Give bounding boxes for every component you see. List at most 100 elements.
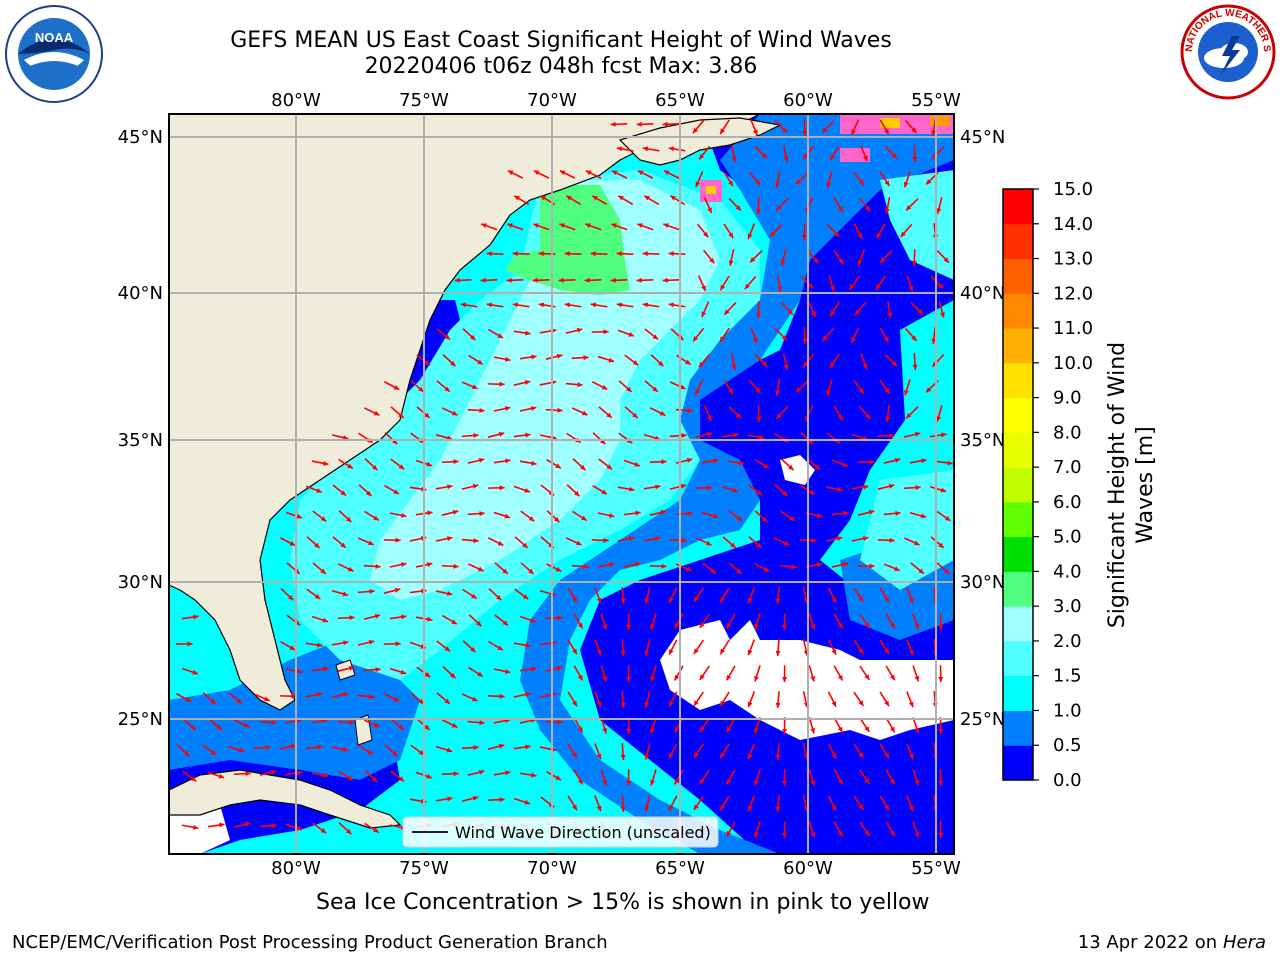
colorbar-swatch	[1003, 362, 1033, 399]
colorbar-swatch	[1003, 189, 1033, 225]
sea-ice-area	[700, 114, 954, 202]
wave-arrowhead	[810, 675, 816, 682]
lon-ticks-top: 80°W 75°W 70°W 65°W 60°W 55°W	[271, 90, 961, 111]
wave-arrowhead	[606, 464, 613, 470]
wave-arrowhead	[658, 360, 664, 367]
wave-arrowhead	[837, 414, 843, 421]
wave-arrowhead	[616, 146, 623, 152]
wave-arrowhead	[908, 649, 914, 656]
lon-tick-label: 65°W	[655, 90, 705, 111]
wave-arrowhead	[891, 153, 898, 159]
wave-arrowhead	[577, 674, 583, 681]
wave-region-05-10	[169, 640, 420, 780]
wave-arrowhead	[731, 156, 737, 162]
wave-arrowhead	[802, 130, 808, 136]
wave-arrowhead	[289, 541, 296, 546]
wave-arrowhead	[936, 208, 942, 214]
wave-arrowhead	[271, 719, 277, 725]
wave-arrowhead	[596, 597, 602, 604]
wave-arrowhead	[314, 594, 321, 599]
wave-arrowhead	[944, 568, 950, 575]
wave-arrowhead	[608, 513, 615, 518]
wave-arrowhead	[618, 195, 624, 201]
colorbar-tick-label: 11.0	[1053, 318, 1093, 339]
wave-arrowhead	[813, 257, 819, 264]
wave-arrowhead	[699, 726, 705, 732]
land-cuba	[169, 769, 402, 829]
wave-arrowhead	[626, 728, 632, 734]
wave-arrowhead	[424, 360, 431, 366]
wave-arrowhead	[692, 127, 699, 134]
wave-arrowhead	[530, 406, 537, 411]
wave-arrowhead	[317, 642, 323, 648]
wave-arrowhead	[398, 464, 405, 470]
wave-arrowhead	[755, 387, 761, 394]
wave-arrowhead	[531, 772, 537, 778]
wave-arrowhead	[644, 598, 650, 604]
wave-arrowhead	[920, 513, 927, 519]
wave-arrowhead	[754, 623, 759, 630]
wave-arrowhead	[531, 460, 537, 466]
wave-arrowhead	[830, 286, 835, 292]
colorbar-tick-label: 8.0	[1053, 422, 1082, 443]
wave-arrowhead	[747, 701, 753, 708]
wave-arrowhead	[908, 597, 914, 604]
wave-arrowhead	[480, 277, 486, 283]
wave-arrowhead	[524, 488, 530, 493]
wave-arrowhead	[842, 561, 849, 567]
wave-arrowhead	[393, 489, 400, 494]
wave-arrowhead	[728, 260, 734, 266]
lon-tick-label: 60°W	[783, 858, 833, 879]
wave-arrowhead	[375, 667, 381, 673]
wave-arrowhead	[662, 121, 668, 127]
wave-arrowhead	[763, 463, 769, 469]
wave-arrowhead	[736, 516, 743, 522]
wave-arrowhead	[346, 828, 352, 835]
wave-arrowhead	[770, 231, 776, 237]
wave-arrowhead	[644, 195, 650, 201]
wave-arrowhead	[906, 413, 912, 419]
wave-arrowhead	[452, 509, 459, 515]
wave-arrowhead	[554, 516, 560, 523]
wave-arrowhead	[911, 260, 917, 266]
wave-arrowhead	[533, 223, 539, 229]
wave-arrowhead	[937, 283, 944, 289]
wave-arrowhead	[602, 779, 608, 786]
wave-arrowhead	[626, 624, 632, 630]
wave-arrowhead	[693, 752, 699, 758]
wave-arrowhead	[883, 336, 889, 343]
wave-arrowhead	[713, 458, 719, 464]
wave-arrowhead	[580, 464, 586, 471]
wave-arrowhead	[499, 485, 505, 491]
wave-arrowhead	[842, 462, 848, 467]
wave-arrowhead	[606, 412, 612, 418]
wave-arrowhead	[504, 406, 511, 411]
wave-arrowhead	[938, 676, 944, 682]
colorbar-swatch	[1003, 328, 1033, 364]
wave-arrowhead	[836, 536, 843, 542]
wave-arrowhead	[863, 484, 869, 490]
wave-arrowhead	[782, 832, 788, 838]
wave-arrowhead	[776, 413, 782, 419]
wave-arrowhead	[831, 805, 837, 811]
wave-arrowhead	[913, 540, 920, 546]
wave-arrowhead	[424, 412, 430, 418]
wave-arrowhead	[635, 510, 641, 516]
wave-arrowhead	[596, 649, 602, 656]
wave-arrowhead	[297, 770, 303, 776]
land-canada-maritimes	[618, 117, 782, 166]
wave-arrowhead	[775, 650, 781, 656]
wave-arrowhead	[644, 702, 650, 708]
footer-date: 13 Apr 2022 on Hera	[1078, 932, 1266, 953]
wave-arrowhead	[865, 413, 871, 420]
wave-arrowhead	[783, 540, 790, 546]
wave-arrowhead	[184, 750, 190, 757]
wave-arrowhead	[512, 302, 519, 308]
wave-arrowhead	[401, 614, 407, 620]
wave-arrowhead	[472, 483, 479, 489]
wave-arrowhead	[774, 182, 780, 188]
wave-arrowhead	[486, 302, 493, 308]
wave-arrowhead	[572, 752, 577, 759]
wave-arrowhead	[577, 778, 583, 785]
wave-arrowhead	[577, 382, 583, 388]
